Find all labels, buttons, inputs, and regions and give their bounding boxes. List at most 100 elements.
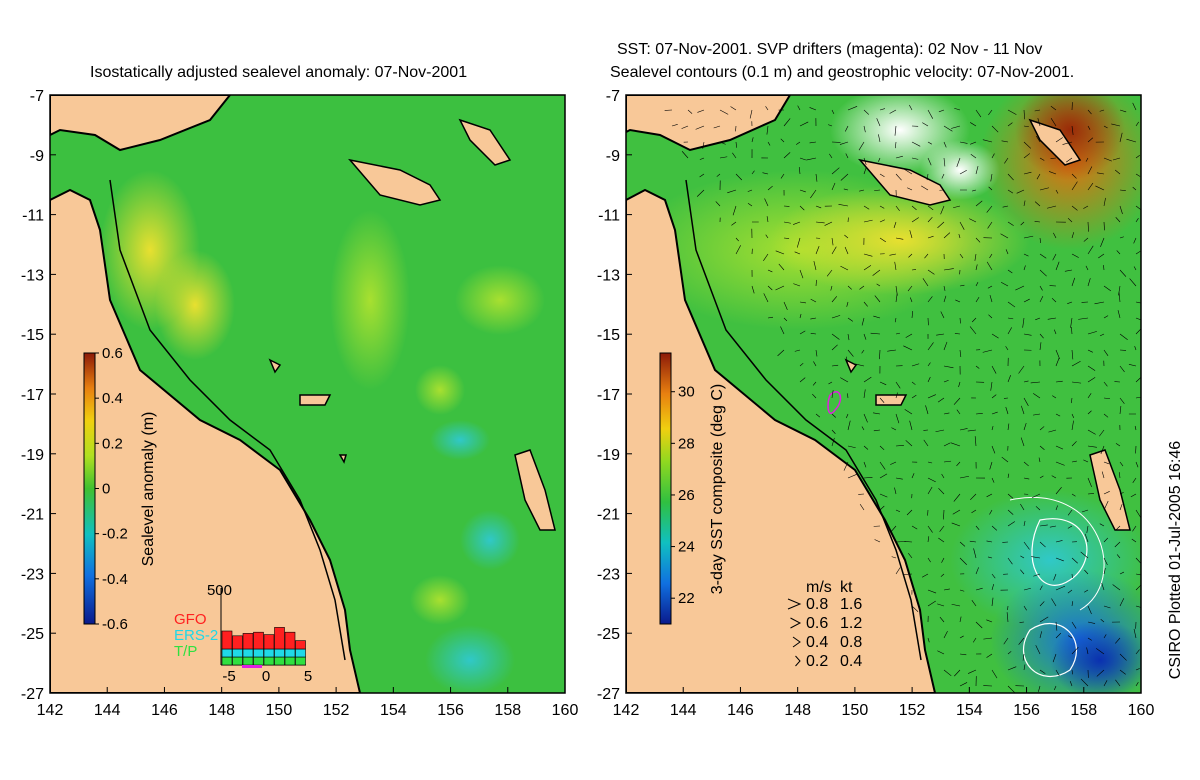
y-tick-label: -7 xyxy=(30,88,44,105)
inset-legend-gfo: GFO xyxy=(174,611,207,628)
inset-bar-ers2 xyxy=(295,648,306,658)
y-tick-label: -17 xyxy=(597,387,620,404)
colorbar-tick-label: 30 xyxy=(678,384,695,401)
sst-warm-band-center xyxy=(770,185,1030,295)
y-tick-label: -25 xyxy=(21,626,44,643)
y-tick-label: -21 xyxy=(597,507,620,524)
inset-bar-tp xyxy=(221,656,233,666)
x-tick-label: 148 xyxy=(208,702,235,719)
y-tick-label: -9 xyxy=(606,148,620,165)
velocity-legend-kt: 1.6 xyxy=(840,596,862,613)
sealevel-anomaly-map xyxy=(50,95,565,693)
colorbar-tick-label: -0.4 xyxy=(102,571,128,588)
inset-bar-gfo xyxy=(284,631,296,650)
velocity-legend-kt: 0.8 xyxy=(840,634,862,651)
y-tick-label: -23 xyxy=(21,566,44,583)
inset-current-day-marker xyxy=(242,665,262,668)
inset-bar-ers2 xyxy=(263,648,275,658)
y-tick-label: -11 xyxy=(22,208,44,225)
x-tick-label: 158 xyxy=(494,702,521,719)
y-tick-label: -23 xyxy=(597,566,620,583)
x-tick-label: 150 xyxy=(842,702,869,719)
inset-bar-tp xyxy=(295,656,306,666)
colorbar-tick-label: 0.2 xyxy=(102,435,123,452)
y-tick-label: -19 xyxy=(21,447,44,464)
inset-bar-tp xyxy=(274,656,285,666)
inset-bar-gfo xyxy=(253,631,264,650)
inset-bar-ers2 xyxy=(284,648,296,658)
inset-bar-tp xyxy=(242,656,254,666)
inset-bar-tp xyxy=(284,656,296,666)
x-tick-label: 160 xyxy=(552,702,579,719)
x-tick-label: 152 xyxy=(899,702,926,719)
x-tick-label: 146 xyxy=(151,702,178,719)
x-tick-label: 156 xyxy=(1013,702,1040,719)
colorbar-tick-label: -0.2 xyxy=(102,526,128,543)
x-tick-label: 146 xyxy=(727,702,754,719)
x-tick-label: 150 xyxy=(266,702,293,719)
x-tick-label: 142 xyxy=(613,702,640,719)
shelf-contour xyxy=(109,179,346,661)
geostrophic-velocity-arrows xyxy=(664,102,1141,693)
right-map-axes: 142 144 146 148 150 152 154 156 158 160 -7 -9 -11 -13… xyxy=(597,88,1155,719)
anomaly-low-south xyxy=(425,625,515,693)
inset-bar-gfo xyxy=(274,627,285,650)
inset-bar-tp xyxy=(263,656,275,666)
y-tick-label: -15 xyxy=(21,327,44,344)
land-solomon-islands xyxy=(348,158,442,206)
inset-bar-gfo xyxy=(232,635,243,650)
sla-colorbar-label: Sealevel anomaly (m) xyxy=(140,412,157,567)
inset-bar-tp xyxy=(253,656,264,666)
sealevel-contour xyxy=(1009,497,1105,611)
x-tick-label: 154 xyxy=(380,702,407,719)
inset-bar-gfo xyxy=(263,634,275,650)
plot-credit: CSIRO Plotted 01-Jul-2005 16:46 xyxy=(1167,441,1184,679)
inset-ymax-label: 500 xyxy=(207,582,232,599)
inset-bar-gfo xyxy=(242,633,254,650)
velocity-legend-ms: 0.4 xyxy=(806,634,828,651)
inset-xtick: 0 xyxy=(262,668,270,685)
anomaly-high-center-west xyxy=(155,250,235,360)
velocity-legend-header-ms: m/s xyxy=(806,579,832,596)
land-new-guinea xyxy=(50,95,232,152)
colorbar-tick-label: -0.6 xyxy=(102,616,128,633)
y-tick-label: -21 xyxy=(21,507,44,524)
land-australia xyxy=(50,188,362,693)
velocity-legend-arrow xyxy=(795,655,801,667)
y-tick-label: -25 xyxy=(597,626,620,643)
colorbar-tick-label: 26 xyxy=(678,487,695,504)
anomaly-high-coral-sea xyxy=(415,365,465,415)
y-tick-label: -7 xyxy=(606,88,620,105)
velocity-legend-ms: 0.8 xyxy=(806,596,828,613)
colorbar-tick-label: 0.4 xyxy=(102,390,123,407)
y-tick-label: -13 xyxy=(597,267,620,284)
y-tick-label: -11 xyxy=(598,208,620,225)
velocity-legend-ms: 0.2 xyxy=(806,653,828,670)
land-bougainville xyxy=(458,118,512,166)
colorbar-tick-label: 24 xyxy=(678,539,695,556)
velocity-legend-ms: 0.6 xyxy=(806,615,828,632)
inset-bar-ers2 xyxy=(274,648,285,658)
left-map-title: Isostatically adjusted sealevel anomaly:… xyxy=(90,64,468,81)
colorbar-tick-label: 0 xyxy=(102,481,110,498)
sealevel-contour xyxy=(1031,518,1088,586)
x-tick-label: 148 xyxy=(784,702,811,719)
svp-drifter-track xyxy=(827,390,842,415)
x-tick-label: 160 xyxy=(1128,702,1155,719)
velocity-legend-arrow xyxy=(790,617,802,629)
sst-colorbar: 30 28 26 24 22 xyxy=(659,352,695,625)
inset-xtick: -5 xyxy=(222,668,235,685)
inset-bar-tp xyxy=(232,656,243,666)
inset-bar-ers2 xyxy=(242,648,254,658)
y-tick-label: -9 xyxy=(30,148,44,165)
anomaly-low-southeast xyxy=(460,510,520,570)
x-tick-label: 158 xyxy=(1070,702,1097,719)
velocity-legend-header-kt: kt xyxy=(840,579,853,596)
inset-legend-ers2: ERS-2 xyxy=(174,627,218,644)
x-tick-label: 142 xyxy=(37,702,64,719)
inset-bar-ers2 xyxy=(221,648,233,658)
left-map-axes: 142 144 146 148 150 152 154 156 158 160 -7 -9 -11 -13… xyxy=(21,88,579,719)
sla-colorbar-gradient xyxy=(83,352,96,625)
inset-bar-ers2 xyxy=(253,648,264,658)
